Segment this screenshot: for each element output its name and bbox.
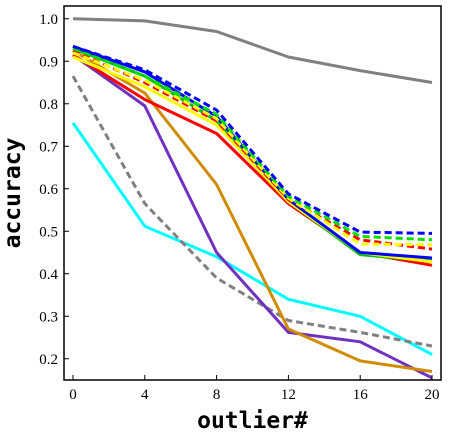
- x-tick-label: 12: [281, 387, 296, 403]
- x-axis-title: outlier#: [197, 408, 308, 434]
- x-tick-label: 4: [141, 387, 149, 403]
- y-tick-label: 0.7: [39, 139, 58, 155]
- x-tick-label: 20: [425, 387, 440, 403]
- series-layer: [71, 17, 433, 380]
- plot-frame: [63, 5, 442, 381]
- y-tick-label: 1.0: [39, 12, 58, 28]
- x-tick-label: 0: [69, 387, 77, 403]
- series-line-1: [72, 17, 433, 84]
- x-tick-label: 16: [353, 387, 369, 403]
- y-tick-label: 0.3: [39, 309, 58, 325]
- series-line-2: [71, 122, 433, 356]
- y-tick-label: 0.9: [39, 54, 58, 70]
- series-line-11: [72, 51, 433, 247]
- x-tick-label: 8: [213, 387, 221, 403]
- y-tick-label: 0.4: [39, 267, 58, 283]
- series-line-3: [71, 75, 433, 348]
- y-tick-label: 0.8: [39, 97, 58, 113]
- ticks-layer: 0 4 8 12 16 20 0.2 0.3 0.4 0.5 0.6 0.7 0.8 0.9 1.0: [39, 12, 439, 403]
- series-line-12: [72, 47, 433, 242]
- series-line-13: [72, 44, 433, 235]
- y-tick-label: 0.2: [39, 352, 58, 368]
- y-tick-label: 0.5: [39, 224, 58, 240]
- y-tick-label: 0.6: [39, 182, 58, 198]
- y-axis-title: accuracy: [0, 137, 26, 248]
- series-line-4: [72, 53, 433, 380]
- series-line-5: [72, 49, 433, 373]
